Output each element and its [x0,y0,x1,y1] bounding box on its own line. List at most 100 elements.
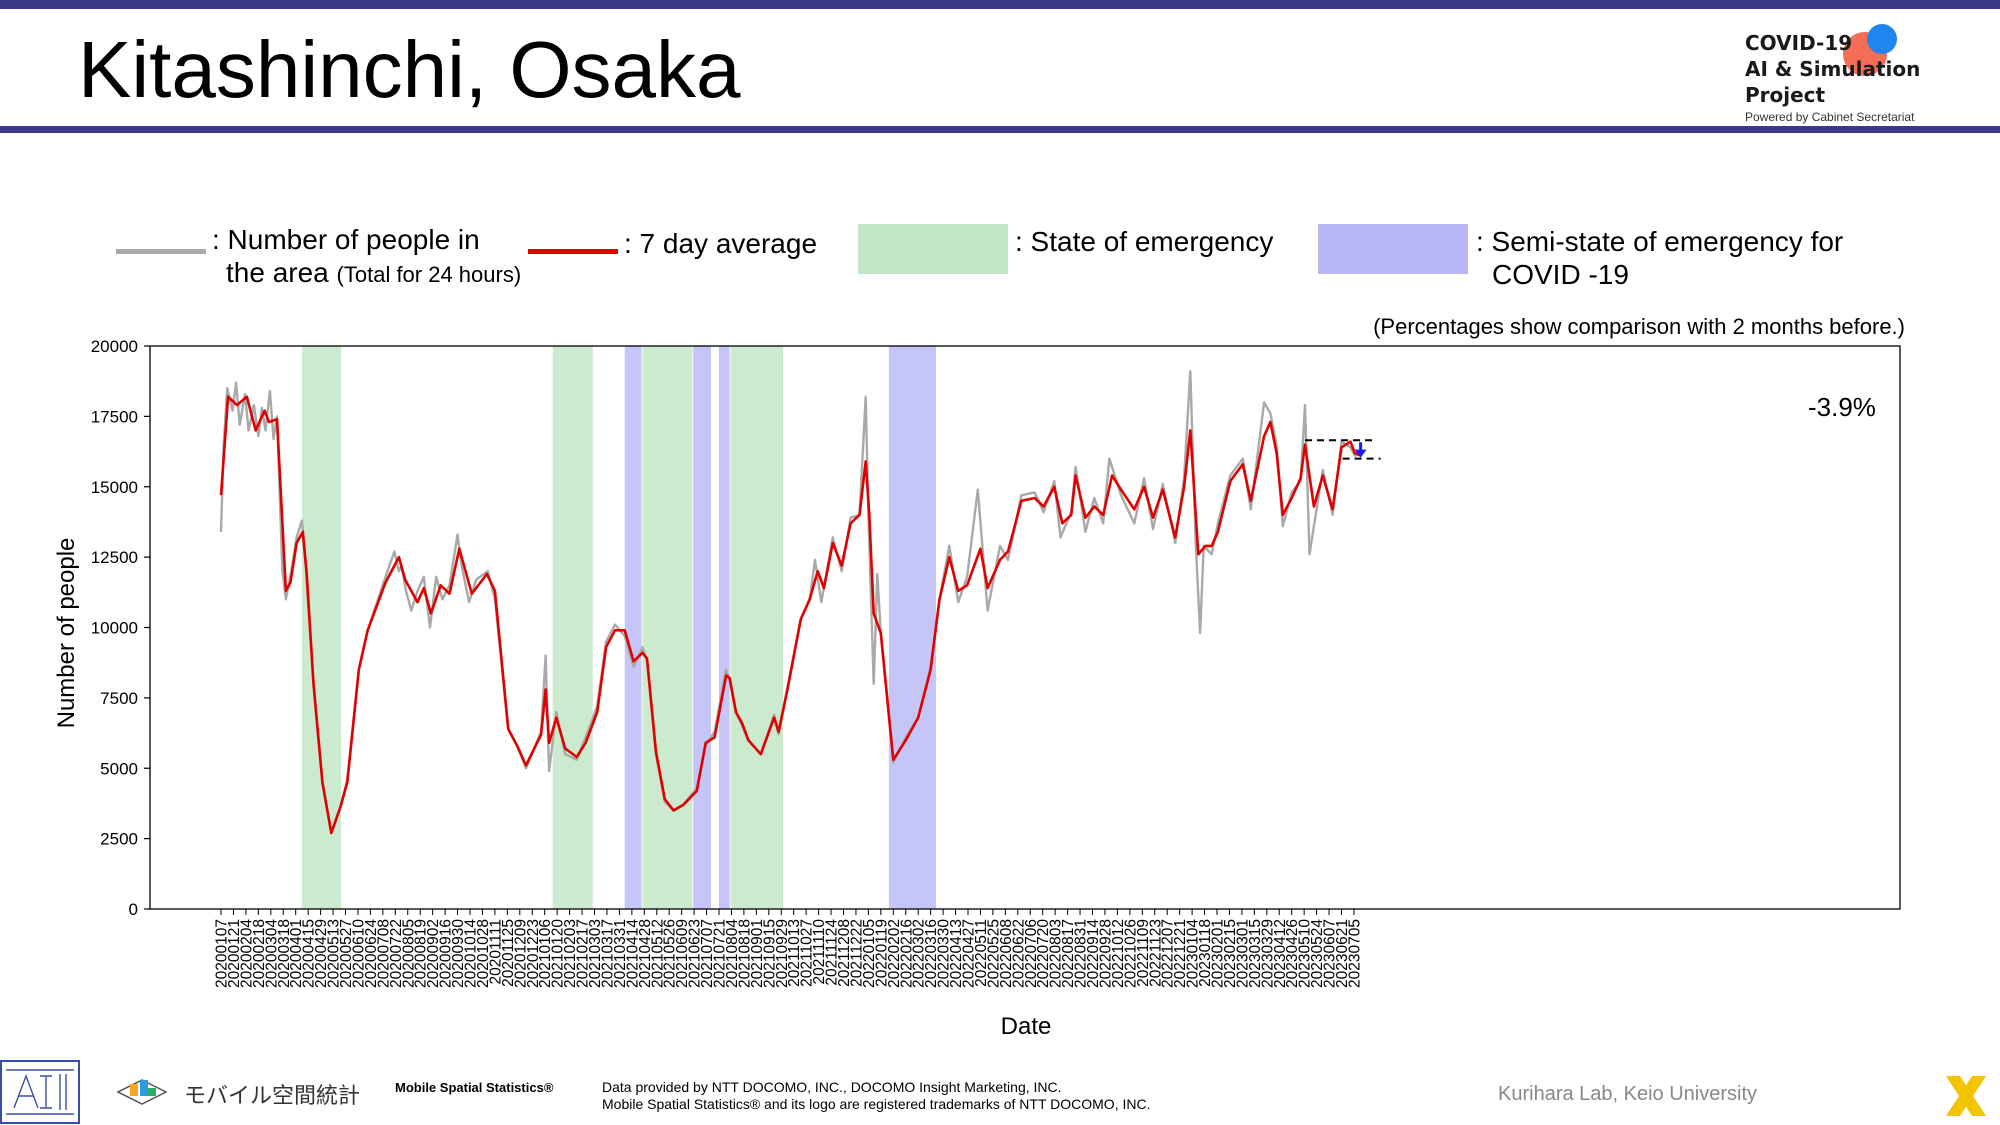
x-tick-label: 20230524 [1309,919,1326,988]
x-tick-label: 20220914 [1085,919,1102,988]
y-tick-label: 12500 [91,548,138,567]
x-tick-label: 20200610 [350,919,367,988]
x-tick-label: 20220608 [998,919,1015,988]
chart-series [219,370,1362,835]
x-tick-label: 20200218 [251,919,268,988]
x-tick-label: 20210203 [562,919,579,988]
x-tick-label: 20221207 [1160,919,1177,988]
legend-emergency-label: : State of emergency [1015,226,1274,257]
emergency-band [301,346,342,909]
x-tick-label: 20230104 [1185,919,1202,988]
x-tick-label: 20200819 [413,919,430,988]
x-tick-label: 20230329 [1259,919,1276,988]
x-tick-label: 20210915 [761,919,778,988]
x-tick-label: 20220622 [1010,919,1027,988]
x-tick-label: 20230215 [1222,919,1239,988]
data-credit-1: Data provided by NTT DOCOMO, INC., DOCOM… [602,1079,1062,1095]
semi-emergency-band [719,346,730,909]
x-tick-label: 20210721 [712,919,729,988]
logo-line-3: Powered by Cabinet Secretariat [1745,110,1915,124]
x-tick-label: 20200708 [375,919,392,988]
x-tick-label: 20220202 [886,919,903,988]
semi-emergency-band [693,346,711,909]
x-tick-label: 20221123 [1147,919,1164,987]
x-tick-label: 20201028 [475,919,492,988]
chart-axes: 0 2500 5000 7500 10000 12500 15000 17500 20000 20… [91,337,1901,988]
y-tick-label: 2500 [100,830,138,849]
x-tick-label: 20220316 [923,919,940,988]
x-tick-label: 20220831 [1073,919,1090,988]
emergency-band [642,346,693,909]
x-tick-label: 20221221 [1172,919,1189,988]
semi-emergency-band [624,346,642,909]
x-tick-label: 20201209 [512,919,529,988]
x-tick-label: 20230426 [1284,919,1301,988]
x-tick-label: 20211027 [799,919,816,987]
logo-blue-circle [1867,24,1897,54]
x-tick-label: 20211222 [848,919,865,987]
plot-frame [149,345,1901,910]
comparison-percentage: -3.9% [1808,392,1876,422]
x-tick-label: 20211110 [811,919,828,985]
x-tick-label: 20200902 [425,919,442,988]
x-tick-label: 20221109 [1135,919,1152,987]
x-tick-label: 20220413 [948,919,965,988]
people-count-chart: (Percentages show comparison with 2 mont… [53,314,1905,1040]
x-tick-label: 20200415 [301,919,318,988]
x-tick-label: 20200805 [400,919,417,988]
comparison-note: (Percentages show comparison with 2 mont… [1373,314,1905,339]
x-tick-label: 20230705 [1346,919,1363,988]
x-tick-label: 20210623 [687,919,704,988]
legend-raw-label-2: the area (Total for 24 hours) [226,256,521,292]
logo-line-1: COVID-19 [1745,31,1853,55]
legend-raw-label-2b: (Total for 24 hours) [336,262,522,287]
covid-ai-project-logo: COVID-19 AI & Simulation Project Powered… [1745,24,1985,124]
x-tick-label: 20230301 [1234,919,1251,988]
x-tick-label: 20200401 [288,919,305,988]
x-tick-label: 20210929 [774,919,791,988]
x-tick-label: 20200121 [226,919,243,988]
x-tick-label: 20210217 [575,919,592,988]
x-axis-label: Date [1001,1013,1052,1040]
legend-avg-label: : 7 day average [624,228,818,259]
data-credit-2: Mobile Spatial Statistics® and its logo … [602,1096,1151,1112]
header-underline-bar [0,126,2000,133]
x-tick-label: 20200304 [263,919,280,988]
y-tick-label: 0 [129,900,138,919]
x-tick-label: 20220720 [1035,919,1052,988]
x-tick-label: 20200527 [338,919,355,988]
x-tick-label: 20211013 [786,919,803,987]
x-tick-label: 20230412 [1272,919,1289,988]
legend-raw-label-1: : Number of people in [212,224,480,255]
x-tick-label: 20210609 [674,919,691,988]
x-tick-label: 20211124 [824,919,841,986]
mss-jp-label: モバイル空間統計 [184,1084,361,1109]
legend-semi-label-1: : Semi-state of emergency for [1476,226,1844,257]
x-tick-label: 20230315 [1247,919,1264,988]
emergency-bands [301,346,936,909]
legend-raw-label-2a: the area [226,257,329,288]
y-tick-label: 5000 [100,759,138,778]
x-tick-label: 20210804 [724,919,741,988]
x-tick-label: 20201111 [487,919,504,985]
x-tick-label: 20221026 [1122,919,1139,988]
x-tick-label: 20220302 [911,919,928,988]
x-tick-label: 20201223 [525,919,542,988]
x-tick-label: 20230510 [1297,919,1314,988]
x-tick-label: 20210414 [624,919,641,988]
lab-credit: Kurihara Lab, Keio University [1498,1083,1758,1105]
x-tick-label: 20210818 [736,919,753,988]
x-tick-label: 20220119 [873,919,890,987]
x-tick-label: 20220105 [861,919,878,988]
x-tick-label: 20220817 [1060,919,1077,988]
x-tick-label: 20210303 [587,919,604,988]
x-tick-label: 20200204 [238,919,255,988]
header-top-bar [0,0,2000,9]
x-tick-label: 20210317 [599,919,616,988]
y-axis-label: Number of people [53,538,80,729]
x-tick-label: 20200429 [313,919,330,988]
emergency-band [730,346,784,909]
comparison-annotation [1305,439,1381,460]
mobile-spatial-statistics-icon [116,1079,168,1105]
x-tick-label: 20210512 [649,919,666,988]
